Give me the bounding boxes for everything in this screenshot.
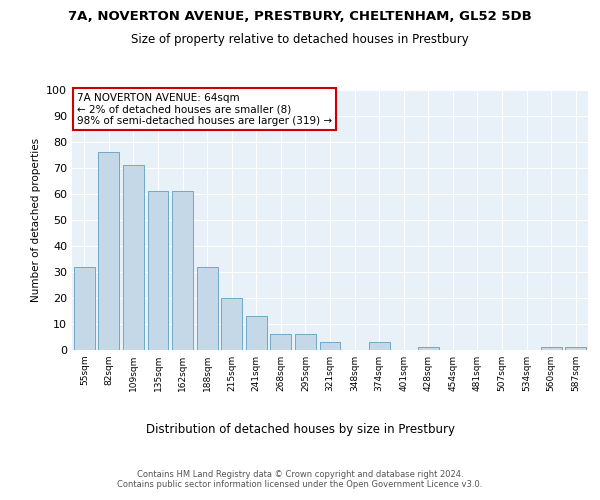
Bar	[74, 267, 95, 350]
Text: Size of property relative to detached houses in Prestbury: Size of property relative to detached ho…	[131, 32, 469, 46]
Bar	[197, 267, 218, 350]
Bar	[368, 342, 389, 350]
Bar	[295, 334, 316, 350]
Bar	[246, 316, 267, 350]
Bar	[98, 152, 119, 350]
Text: Distribution of detached houses by size in Prestbury: Distribution of detached houses by size …	[146, 422, 455, 436]
Bar	[221, 298, 242, 350]
Bar	[565, 348, 586, 350]
Y-axis label: Number of detached properties: Number of detached properties	[31, 138, 41, 302]
Bar	[123, 166, 144, 350]
Text: Contains HM Land Registry data © Crown copyright and database right 2024.
Contai: Contains HM Land Registry data © Crown c…	[118, 470, 482, 490]
Bar	[172, 192, 193, 350]
Text: 7A NOVERTON AVENUE: 64sqm
← 2% of detached houses are smaller (8)
98% of semi-de: 7A NOVERTON AVENUE: 64sqm ← 2% of detach…	[77, 92, 332, 126]
Bar	[320, 342, 340, 350]
Bar	[271, 334, 292, 350]
Bar	[541, 348, 562, 350]
Bar	[148, 192, 169, 350]
Bar	[418, 348, 439, 350]
Text: 7A, NOVERTON AVENUE, PRESTBURY, CHELTENHAM, GL52 5DB: 7A, NOVERTON AVENUE, PRESTBURY, CHELTENH…	[68, 10, 532, 23]
